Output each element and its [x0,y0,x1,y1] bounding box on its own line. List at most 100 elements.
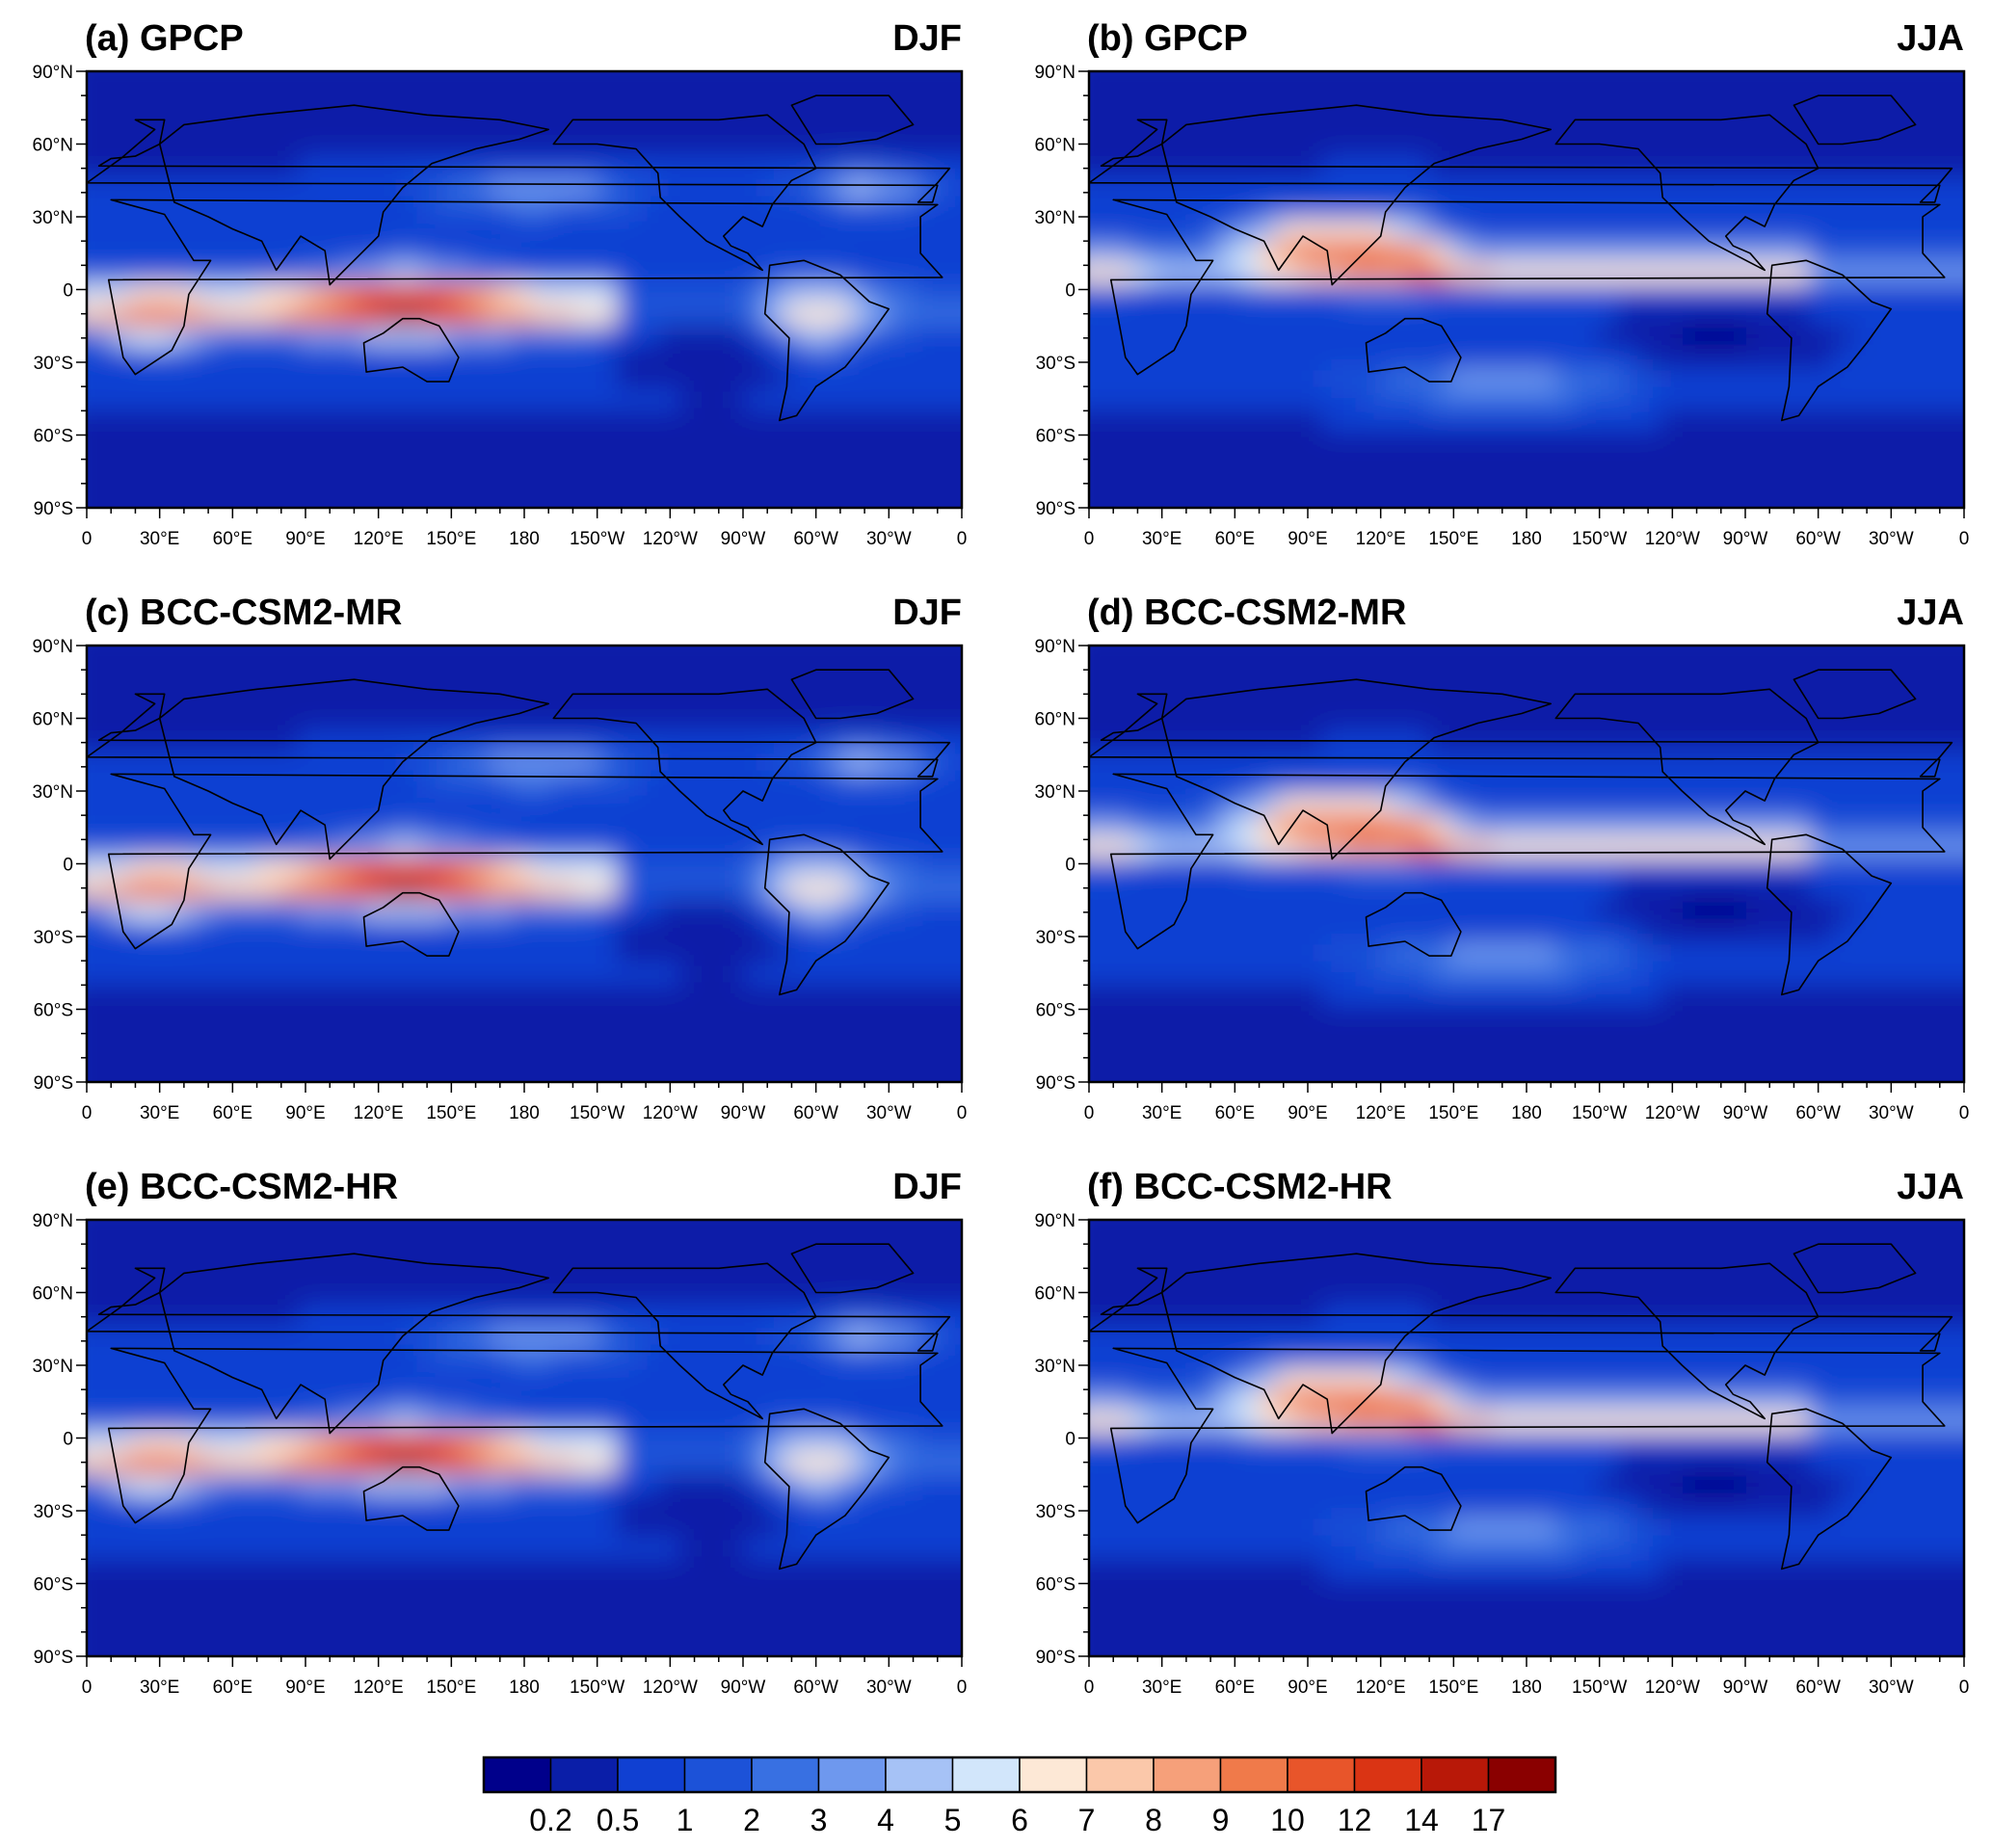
precip-field [1089,71,1964,508]
lon-tick-label: 0 [1084,529,1095,549]
colorbar-swatch [1421,1756,1490,1793]
lon-tick-label: 0 [1959,1677,1970,1698]
lat-tick-label: 90°S [34,1648,73,1668]
lon-tick-label: 180 [1511,1103,1542,1123]
lon-tick-label: 180 [509,1103,540,1123]
axis-ticks [76,70,963,518]
lat-tick-label: 60°S [1036,1575,1076,1596]
map-panel: (e) BCC-CSM2-HR DJF 90°N 60°N 30°N 0 30°S 60°S 9… [33,1167,968,1698]
panel-title: (d) BCC-CSM2-MR [1087,593,1406,633]
axis-ticks [1078,70,1965,518]
lat-tick-label: 30°S [1036,928,1076,948]
colorbar-swatch [817,1756,887,1793]
colorbar-swatch [1153,1756,1222,1793]
lon-tick-label: 90°W [721,529,766,549]
colorbar-label: 3 [810,1803,828,1837]
panel-season: DJF [892,1167,962,1207]
colorbar-swatch [617,1756,686,1793]
colorbar-swatch [951,1756,1021,1793]
lon-tick-label: 30°E [140,1103,179,1123]
lon-tick-label: 0 [957,1103,968,1123]
lon-tick-label: 120°W [643,1677,698,1698]
lat-tick-label: 90°S [1036,1648,1076,1668]
precip-field [1089,646,1964,1082]
panel-season: JJA [1897,593,1964,633]
lat-tick-label: 30°S [34,354,73,374]
lon-tick-label: 90°W [721,1677,766,1698]
panel-title: (b) GPCP [1087,18,1248,59]
lon-tick-label: 180 [509,1677,540,1698]
lat-tick-label: 90°N [1035,1211,1076,1231]
colorbar-swatch [885,1756,954,1793]
colorbar-label: 0.2 [529,1803,571,1837]
lon-tick-label: 60°W [793,1677,838,1698]
map-panel: (c) BCC-CSM2-MR DJF 90°N 60°N 30°N 0 30°S 60°S 9… [33,593,968,1123]
lon-tick-label: 150°W [570,529,624,549]
colorbar-label: 6 [1011,1803,1028,1837]
panel-season: DJF [892,18,962,59]
colorbar-label: 1 [677,1803,694,1837]
coastlines [87,669,951,996]
precip-field [87,646,962,1082]
precip-field [1089,1220,1964,1656]
lat-tick-label: 90°N [33,637,73,657]
coastlines [1089,669,1953,996]
lon-tick-label: 0 [957,529,968,549]
lon-tick-label: 120°E [1356,1677,1406,1698]
colorbar-swatch [483,1756,552,1793]
lon-tick-label: 30°W [866,1677,912,1698]
lon-tick-label: 120°E [354,1677,404,1698]
panels-layer: (a) GPCP DJF 90°N 60°N 30°N 0 30°S 60°S 90°S 0 30°… [33,18,1970,1698]
lat-tick-label: 90°S [34,1073,73,1094]
lat-tick-label: 30°S [1036,1502,1076,1522]
lat-tick-label: 30°N [33,782,73,803]
lat-tick-label: 60°N [33,136,73,156]
coastlines [1089,94,1953,422]
lon-tick-label: 30°W [1869,1103,1914,1123]
map-panel: (f) BCC-CSM2-HR JJA 90°N 60°N 30°N 0 30°S 60°S 9… [1035,1167,1970,1698]
lon-tick-label: 60°E [1215,529,1255,549]
colorbar-label: 17 [1472,1803,1506,1837]
lat-tick-label: 30°N [33,208,73,228]
lon-tick-label: 180 [1511,529,1542,549]
lon-tick-label: 30°W [1869,529,1914,549]
lon-tick-label: 60°E [1215,1677,1255,1698]
lat-tick-label: 30°N [33,1357,73,1377]
colorbar-label: 10 [1270,1803,1305,1837]
lon-tick-label: 150°E [426,1103,476,1123]
lon-tick-label: 150°W [1572,1103,1627,1123]
lat-tick-label: 0 [63,856,73,876]
lon-tick-label: 150°E [426,529,476,549]
lat-tick-label: 60°S [34,1575,73,1596]
lon-tick-label: 60°W [793,1103,838,1123]
colorbar-label: 8 [1145,1803,1162,1837]
panel-season: JJA [1897,18,1964,59]
lon-tick-label: 150°W [1572,529,1627,549]
lon-tick-label: 60°E [213,529,252,549]
lat-tick-label: 90°N [1035,637,1076,657]
lon-tick-label: 150°E [426,1677,476,1698]
lon-tick-label: 30°E [1142,1103,1182,1123]
lon-tick-label: 30°W [866,529,912,549]
lon-tick-label: 0 [82,529,93,549]
lat-tick-label: 0 [63,1430,73,1450]
colorbar-swatch [751,1756,820,1793]
lon-tick-label: 120°E [1356,529,1406,549]
lon-tick-label: 60°E [213,1103,252,1123]
colorbar-label: 0.5 [597,1803,639,1837]
lon-tick-label: 90°E [285,1677,325,1698]
axis-ticks [1078,1219,1965,1667]
lon-tick-label: 120°E [354,1103,404,1123]
lat-tick-label: 60°S [34,1001,73,1021]
map-panel: (b) GPCP JJA 90°N 60°N 30°N 0 30°S 60°S 90°S 0 30°… [1035,18,1970,549]
lon-tick-label: 90°W [1723,1103,1768,1123]
lon-tick-label: 90°W [1723,529,1768,549]
colorbar-frame [482,1756,1557,1794]
lat-tick-label: 0 [1065,856,1076,876]
lon-tick-label: 90°E [285,529,325,549]
lon-tick-label: 150°E [1428,529,1478,549]
lat-tick-label: 90°N [33,63,73,83]
lon-tick-label: 0 [82,1103,93,1123]
lon-tick-label: 60°E [213,1677,252,1698]
